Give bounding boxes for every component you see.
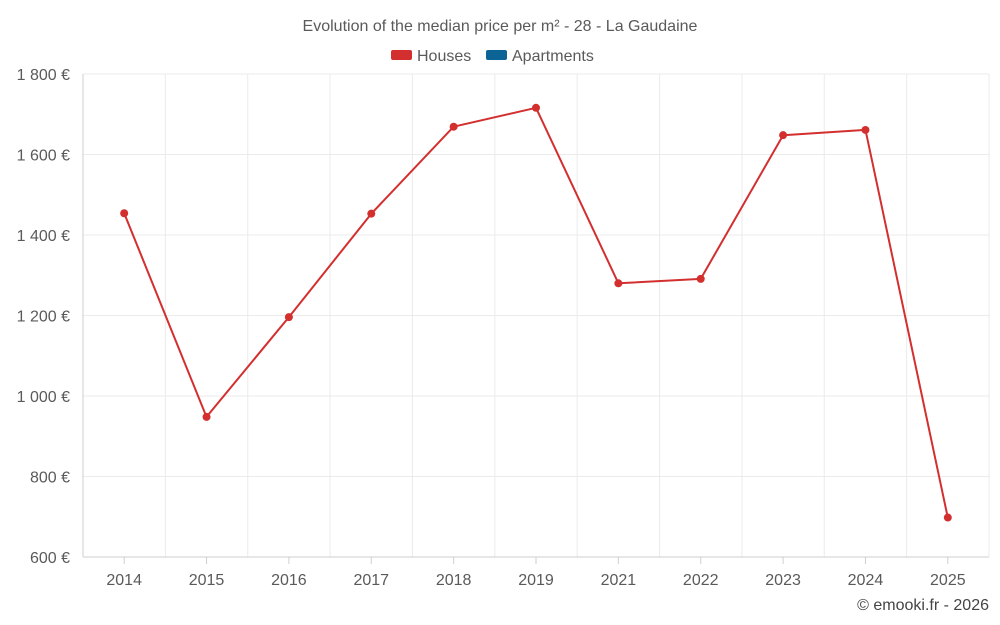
data-point-houses-2019[interactable] [532,104,540,112]
x-axis-ticks: 2014 2015 2016 2017 2018 2019 2021 2022 2023 2024… [106,557,965,589]
series-houses [120,104,952,522]
x-tick-label: 2025 [930,572,966,589]
x-tick-label: 2018 [436,572,472,589]
data-point-houses-2015[interactable] [203,413,211,421]
data-point-houses-2024[interactable] [861,126,869,134]
legend-swatch-apartments [486,50,507,60]
data-point-houses-2018[interactable] [450,123,458,131]
y-gridlines [83,74,989,477]
y-axis-ticks: 600 € 800 € 1 000 € 1 200 € 1 400 € 1 600 € 1 … [17,67,70,567]
data-point-houses-2021[interactable] [614,279,622,287]
legend-item-apartments[interactable]: Apartments [486,48,594,65]
data-point-houses-2016[interactable] [285,313,293,321]
y-tick-label: 1 800 € [17,67,70,84]
x-tick-label: 2024 [848,572,884,589]
x-tick-label: 2017 [353,572,389,589]
line-chart: Evolution of the median price per m² - 2… [0,0,1000,625]
legend-label-apartments: Apartments [512,48,594,65]
legend-swatch-houses [391,50,412,60]
y-tick-label: 1 200 € [17,309,70,326]
x-tick-label: 2022 [683,572,719,589]
x-tick-label: 2021 [601,572,637,589]
x-tick-label: 2014 [106,572,142,589]
legend: Houses Apartments [391,48,594,65]
y-tick-label: 600 € [30,550,70,567]
data-point-houses-2025[interactable] [944,514,952,522]
data-point-houses-2014[interactable] [120,209,128,217]
x-tick-label: 2016 [271,572,307,589]
y-tick-label: 1 600 € [17,148,70,165]
legend-item-houses[interactable]: Houses [391,48,471,65]
chart-title: Evolution of the median price per m² - 2… [303,18,698,35]
y-tick-label: 1 400 € [17,228,70,245]
y-tick-label: 1 000 € [17,389,70,406]
x-tick-label: 2015 [189,572,225,589]
y-tick-label: 800 € [30,470,70,487]
data-point-houses-2023[interactable] [779,131,787,139]
data-point-houses-2017[interactable] [367,210,375,218]
data-point-houses-2022[interactable] [697,275,705,283]
credit-text: © emooki.fr - 2026 [857,597,989,614]
legend-label-houses: Houses [417,48,471,65]
x-tick-label: 2023 [765,572,801,589]
x-tick-label: 2019 [518,572,554,589]
